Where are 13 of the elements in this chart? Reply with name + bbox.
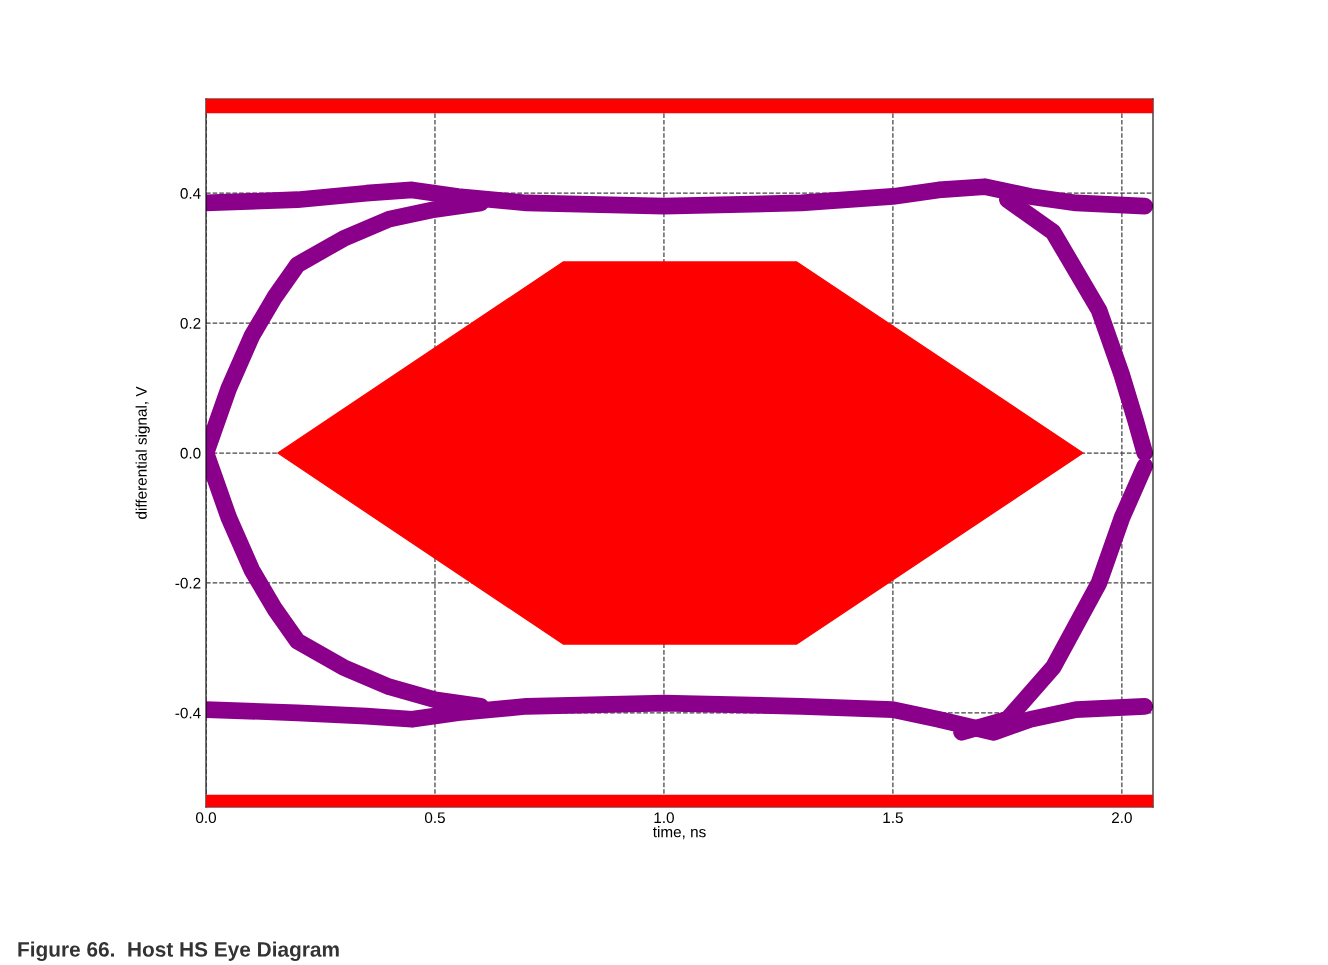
y-tick-label: -0.4	[175, 707, 201, 719]
y-tick-label: 0.4	[180, 188, 201, 199]
caption: Figure 66. Host HS Eye Diagram	[18, 941, 339, 961]
x-tick-label: 2.0	[1112, 812, 1132, 824]
x-tick-label: 1.5	[883, 812, 903, 824]
x-tick-label: 0.0	[195, 812, 217, 824]
y-axis-title: differential signal, V	[135, 386, 150, 519]
x-axis-title: time, ns	[652, 826, 706, 840]
y-tick-label: -0.2	[175, 577, 201, 589]
y-tick-label: 0.0	[180, 447, 201, 459]
x-tick-label: 0.5	[424, 812, 445, 824]
x-tick-label: 1.0	[654, 812, 674, 824]
y-tick-label: 0.2	[180, 317, 201, 329]
